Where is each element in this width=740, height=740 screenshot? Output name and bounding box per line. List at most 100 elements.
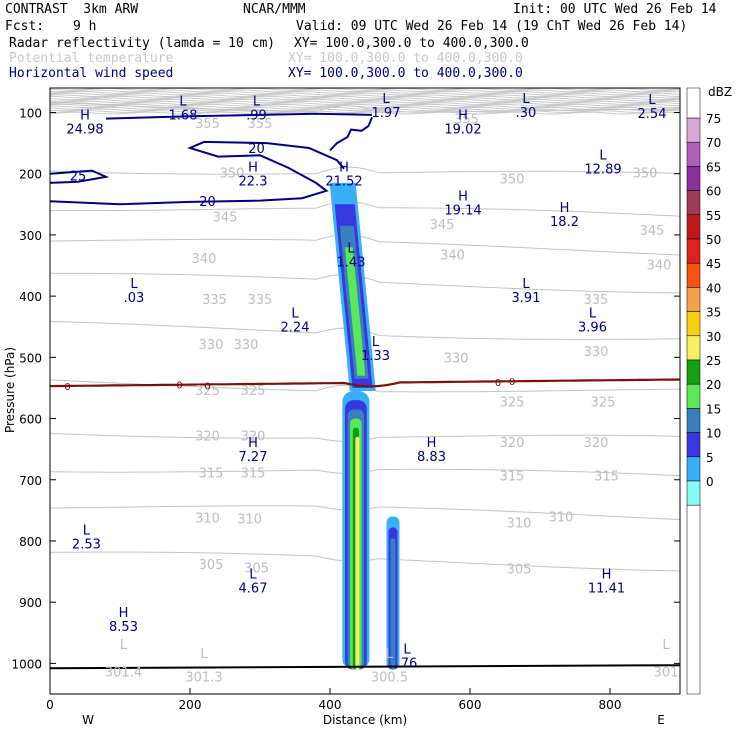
theta-label: 350 bbox=[220, 166, 245, 181]
colorbar-swatch bbox=[686, 335, 701, 361]
y-tick-label: 700 bbox=[19, 474, 42, 488]
colorbar-level-label: 15 bbox=[706, 402, 721, 416]
extremum-letter: H bbox=[248, 161, 258, 176]
x-end-label-east: E bbox=[657, 713, 665, 727]
theta-label: 310 bbox=[195, 512, 220, 527]
theta-label: 310 bbox=[549, 510, 574, 525]
theta-label: 340 bbox=[192, 252, 217, 267]
extremum-value: .76 bbox=[397, 656, 418, 671]
wind-label: 25 bbox=[70, 170, 87, 185]
theta-label: 320 bbox=[195, 430, 220, 445]
theta-strat-line bbox=[50, 97, 680, 101]
theta-strat-line bbox=[50, 102, 680, 105]
extremum-letter: H bbox=[602, 568, 612, 583]
colorbar-unit: dBZ bbox=[708, 85, 732, 99]
extremum-letter: L bbox=[403, 642, 411, 657]
theta-label: 330 bbox=[584, 345, 609, 360]
theta-label: 330 bbox=[234, 338, 259, 353]
colorbar-swatch bbox=[686, 359, 701, 385]
colorbar-level-label: 70 bbox=[706, 136, 721, 150]
y-tick-label: 100 bbox=[19, 106, 42, 120]
freezing-line bbox=[50, 378, 680, 388]
theta-label: 305 bbox=[199, 558, 224, 573]
colorbar-swatch bbox=[686, 456, 701, 482]
extremum-letter: H bbox=[339, 161, 349, 176]
extremum-value: 1.33 bbox=[361, 349, 390, 364]
extremum-value: 19.02 bbox=[444, 123, 481, 138]
x-end-label-west: W bbox=[82, 713, 94, 727]
freezing-label: 0 bbox=[495, 378, 501, 389]
colorbar-level-label: 45 bbox=[706, 257, 721, 271]
y-axis-label: Pressure (hPa) bbox=[3, 347, 17, 433]
extremum-value: 1.97 bbox=[372, 106, 401, 121]
extremum-letter: L bbox=[347, 241, 355, 256]
theta-strat-line bbox=[50, 90, 680, 94]
wind-label: 20 bbox=[248, 142, 265, 157]
extremum-value: 1.43 bbox=[337, 255, 366, 270]
surface-theta-value: 301 bbox=[654, 665, 679, 680]
extremum-value: 18.2 bbox=[550, 215, 579, 230]
field-name-theta: Potential temperature bbox=[9, 51, 174, 66]
colorbar-level-label: 25 bbox=[706, 354, 721, 368]
header-valid: Valid: 09 UTC Wed 26 Feb 14 (19 ChT Wed … bbox=[296, 19, 688, 34]
theta-contour-350 bbox=[50, 166, 680, 175]
colorbar-swatch bbox=[686, 190, 701, 216]
theta-label: 310 bbox=[237, 512, 262, 527]
theta-label: 325 bbox=[500, 395, 525, 410]
theta-label: 315 bbox=[594, 469, 619, 484]
plot-frame bbox=[49, 87, 681, 695]
theta-strat-line bbox=[50, 94, 680, 98]
theta-label: 350 bbox=[500, 173, 525, 188]
theta-strat-line bbox=[50, 92, 680, 96]
colorbar-level-label: 65 bbox=[706, 160, 721, 174]
field-xy-theta: XY= 100.0,300.0 to 400.0,300.0 bbox=[288, 51, 523, 66]
extremum-value: 19.14 bbox=[444, 203, 481, 218]
extremum-value: 22.3 bbox=[239, 175, 268, 190]
colorbar-bottom-blank bbox=[686, 504, 701, 695]
plot-layer: 355 355 355 350 350 350 345 345 345 340 340 340 335 3… bbox=[50, 88, 680, 685]
theta-strat-line bbox=[50, 95, 680, 99]
reflectivity-shell-east-15 bbox=[390, 538, 396, 670]
terrain-line bbox=[50, 664, 680, 670]
extremum-value: 12.89 bbox=[584, 162, 621, 177]
extremum-letter: H bbox=[248, 436, 258, 451]
colorbar-swatch bbox=[686, 287, 701, 312]
extremum-value: .03 bbox=[124, 291, 145, 306]
surface-theta-letter: L bbox=[662, 638, 670, 653]
theta-label: 330 bbox=[444, 351, 469, 366]
extremum-value: 3.91 bbox=[512, 291, 541, 306]
header-org: NCAR/MMM bbox=[243, 2, 306, 17]
colorbar-level-label: 10 bbox=[706, 427, 721, 441]
theta-strat-line bbox=[50, 110, 680, 113]
extremum-letter: H bbox=[427, 436, 437, 451]
colorbar-swatch bbox=[686, 480, 701, 506]
extremum-letter: H bbox=[458, 189, 468, 204]
colorbar-level-label: 30 bbox=[706, 330, 721, 344]
header-fcst-value: 9 h bbox=[73, 19, 97, 34]
x-tick-label: 400 bbox=[319, 698, 342, 712]
colorbar-swatch bbox=[686, 214, 701, 240]
theta-strat-line bbox=[50, 89, 680, 93]
extremum-value: 2.54 bbox=[638, 107, 667, 122]
y-tick-label: 1000 bbox=[11, 657, 42, 671]
theta-label: 345 bbox=[430, 218, 455, 233]
surface-theta-value: 300.5 bbox=[371, 670, 408, 685]
extremum-value: 3.96 bbox=[578, 320, 607, 335]
extremum-value: .30 bbox=[516, 106, 537, 121]
y-tick-label: 400 bbox=[19, 290, 42, 304]
theta-contour-340 bbox=[50, 234, 680, 256]
colorbar-level-label: 75 bbox=[706, 112, 721, 126]
extremum-value: 2.24 bbox=[281, 320, 310, 335]
freezing-label: 0 bbox=[64, 382, 70, 393]
colorbar-swatch bbox=[686, 432, 701, 458]
theta-label: 320 bbox=[500, 436, 525, 451]
theta-strat-line bbox=[50, 108, 680, 112]
extremum-value: 7.27 bbox=[239, 450, 268, 465]
extremum-letter: L bbox=[522, 277, 530, 292]
theta-strat-line bbox=[50, 111, 680, 115]
extremum-value: 21.52 bbox=[325, 175, 362, 190]
extremum-value: 8.83 bbox=[417, 450, 446, 465]
theta-strat-line bbox=[50, 106, 680, 110]
theta-strat-line bbox=[50, 105, 680, 109]
